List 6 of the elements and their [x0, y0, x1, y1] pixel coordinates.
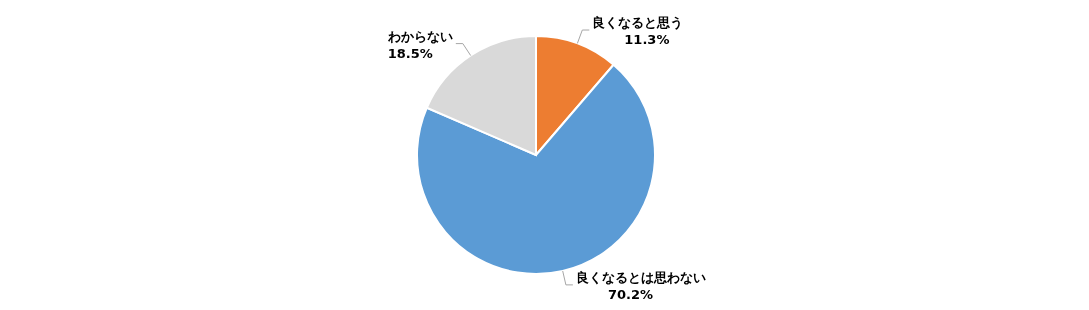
- slice-label: 良くなると思う: [592, 15, 684, 31]
- slice-label: 良くなるとは思わない: [575, 269, 706, 285]
- data-label: 18.5%: [387, 45, 433, 61]
- slice-label: わからない: [386, 28, 453, 44]
- data-label: 70.2%: [607, 286, 653, 302]
- data-label: 11.3%: [624, 32, 670, 48]
